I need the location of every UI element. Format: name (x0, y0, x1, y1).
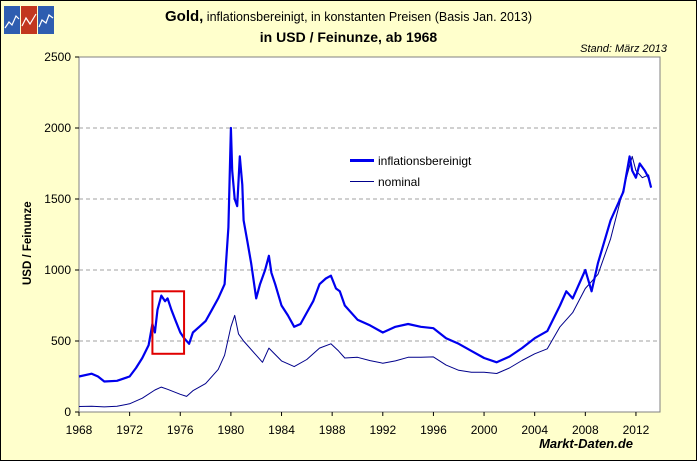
logo-tile-chart-icon (4, 6, 20, 34)
annotation-layer (151, 290, 186, 355)
y-tick-label: 1500 (44, 192, 71, 206)
x-tick-label: 2004 (521, 423, 548, 437)
x-tick-label: 1968 (66, 423, 93, 437)
y-tick-label: 2500 (44, 50, 71, 64)
series-line-inflationsbereinigt (78, 126, 653, 383)
x-tick-label: 1984 (268, 423, 295, 437)
legend-label: nominal (378, 174, 421, 189)
legend-item-nominal: nominal (350, 171, 471, 192)
brand-text: Markt-Daten.de (539, 436, 633, 451)
series-line-nominal (78, 155, 652, 408)
x-tick-label: 2008 (572, 423, 599, 437)
grid (79, 127, 660, 342)
x-tick-label: 1972 (116, 423, 143, 437)
y-tick-label: 500 (51, 334, 71, 348)
plot-area (78, 56, 661, 413)
axes: 0 500 1000 1500 2000 2500 1968 1972 1976 1980 1984… (44, 50, 649, 437)
logo-tile-chart-icon (21, 6, 37, 34)
y-tick-label: 1000 (44, 263, 71, 277)
logo (4, 6, 55, 34)
chart-title: Gold, inflationsbereinigt, in konstanten… (0, 8, 697, 25)
x-tick-label: 2012 (623, 423, 650, 437)
chart-title-bold: Gold, (165, 8, 204, 25)
stand-date: Stand: März 2013 (580, 43, 667, 55)
legend-swatch-thin (350, 181, 374, 182)
x-tick-label: 1988 (319, 423, 346, 437)
chart-subtitle: in USD / Feinunze, ab 1968 (259, 29, 438, 45)
x-tick-label: 1976 (167, 423, 194, 437)
chart-title-rest: inflationsbereinigt, in konstanten Preis… (203, 10, 532, 24)
legend-swatch-thick (350, 159, 374, 162)
logo-tile-chart-icon (38, 6, 54, 34)
x-tick-label: 1992 (369, 423, 396, 437)
y-axis-label: USD / Feinunze (22, 201, 34, 285)
y-tick-label: 0 (64, 405, 71, 419)
x-tick-label: 2000 (471, 423, 498, 437)
highlight-box (151, 290, 186, 355)
x-tick-label: 1980 (218, 423, 245, 437)
legend-item-inflationsbereinigt: inflationsbereinigt (350, 150, 471, 171)
y-tick-label: 2000 (44, 121, 71, 135)
x-tick-label: 1996 (420, 423, 447, 437)
legend-label: inflationsbereinigt (378, 153, 472, 168)
series-layer (78, 126, 653, 408)
legend: inflationsbereinigt nominal (350, 150, 471, 192)
